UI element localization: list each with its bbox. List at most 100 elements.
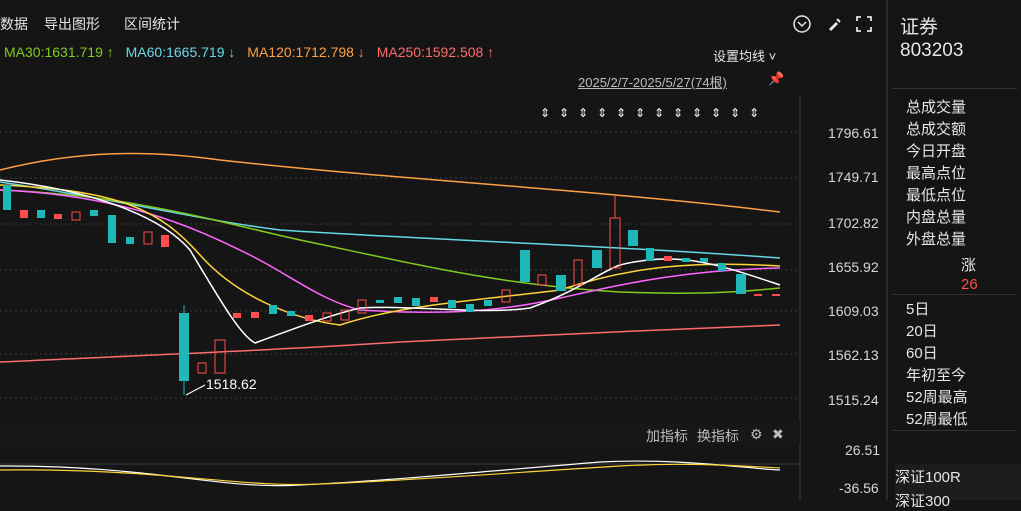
- ma30-label: MA30:1631.719 ↑: [4, 44, 114, 60]
- pin-icon[interactable]: 📌: [768, 71, 785, 86]
- export-chart-menu[interactable]: 导出图形: [44, 16, 100, 32]
- marker-icon: ⇕: [597, 106, 607, 120]
- open-label: 今日开盘: [906, 143, 967, 160]
- candle: [448, 300, 456, 308]
- security-code: 803203: [900, 40, 964, 61]
- range-stats-menu[interactable]: 区间统计: [124, 16, 180, 32]
- quote-sidebar: 证券 803203 总成交量 总成交额 今日开盘 最高点位 最低点位 内盘总量 …: [888, 0, 1021, 500]
- y-tick: 1655.92: [828, 259, 879, 275]
- indicator-bar: [0, 421, 800, 444]
- candles: [3, 185, 780, 395]
- candle: [592, 250, 602, 268]
- marker-icon: ⇕: [559, 106, 569, 120]
- candle: [3, 185, 11, 210]
- marker-icon: ⇕: [635, 106, 645, 120]
- price-chart: 1796.61 1749.71 1702.82 1655.92 1609.03 …: [0, 95, 880, 500]
- candle: [214, 339, 226, 374]
- security-title: 证券: [900, 17, 939, 38]
- candle: [143, 231, 153, 245]
- marker-icon: ⇕: [692, 106, 702, 120]
- candle: [287, 311, 295, 316]
- candle: [108, 215, 116, 243]
- marker-icon: ⇕: [540, 106, 550, 120]
- indicator-tick: -36.56: [839, 480, 879, 496]
- marker-icon: ⇕: [654, 106, 664, 120]
- period-60d: 60日: [906, 345, 938, 362]
- marker-icon: ⇕: [616, 106, 626, 120]
- marker-icon: ⇕: [711, 106, 721, 120]
- candle: [54, 214, 62, 219]
- total-volume-label: 总成交量: [906, 99, 967, 116]
- low-arrow: [185, 384, 206, 396]
- period-52w-low: 52周最低: [906, 411, 968, 428]
- candle: [251, 312, 259, 318]
- brush-icon: [829, 18, 841, 31]
- period-20d: 20日: [906, 323, 938, 340]
- candle: [718, 263, 726, 271]
- candle: [90, 210, 98, 216]
- candle: [71, 211, 81, 221]
- fullscreen-icon: [856, 16, 872, 32]
- high-label: 最高点位: [906, 165, 967, 182]
- candle: [628, 230, 638, 246]
- candle: [233, 313, 241, 318]
- ma-settings-button[interactable]: 设置均线 ˅: [713, 49, 777, 64]
- data-menu[interactable]: 数据: [0, 16, 28, 32]
- gear-icon[interactable]: ⚙: [750, 426, 763, 442]
- candle: [682, 258, 690, 262]
- low-label: 最低点位: [906, 187, 967, 204]
- date-range-label[interactable]: 2025/2/7-2025/5/27(74根): [578, 75, 727, 90]
- candle: [520, 250, 530, 282]
- candle: [430, 297, 438, 302]
- candle: [412, 298, 420, 306]
- dea-line: [0, 463, 781, 486]
- ma120-line: [0, 152, 781, 213]
- add-indicator-button[interactable]: 加指标: [646, 428, 688, 444]
- change-value: 26: [961, 276, 978, 293]
- candle: [37, 210, 45, 218]
- indicator-tick: 26.51: [845, 442, 880, 458]
- switch-indicator-button[interactable]: 换指标: [697, 428, 739, 444]
- candle: [537, 274, 547, 286]
- marker-row: ⇕ ⇕ ⇕ ⇕ ⇕ ⇕ ⇕ ⇕ ⇕ ⇕ ⇕ ⇕: [540, 106, 759, 120]
- candle: [269, 305, 277, 314]
- side-divider: [892, 294, 1017, 295]
- chevron-down-icon[interactable]: [792, 14, 812, 34]
- y-tick: 1562.13: [828, 347, 879, 363]
- index-item[interactable]: 深证300: [895, 493, 951, 510]
- ma10-line: [0, 189, 781, 313]
- candle: [501, 289, 511, 303]
- candle: [20, 210, 28, 218]
- period-52w-high: 52周最高: [906, 389, 968, 406]
- candle: [646, 248, 654, 261]
- ma60-line: [0, 181, 781, 259]
- inside-volume-label: 内盘总量: [906, 209, 967, 226]
- close-icon[interactable]: ✖: [772, 426, 784, 442]
- side-divider: [892, 430, 1017, 431]
- indicator-panel: [0, 460, 800, 487]
- ma30-line: [0, 189, 781, 294]
- candle: [305, 315, 313, 321]
- index-item[interactable]: 深证100R: [895, 469, 961, 486]
- period-5d: 5日: [906, 301, 930, 318]
- y-tick: 1609.03: [828, 303, 879, 319]
- candle: [357, 299, 367, 314]
- y-tick: 1796.61: [828, 125, 879, 141]
- candle: [376, 300, 384, 303]
- candle: [126, 237, 134, 244]
- candle: [609, 217, 621, 269]
- candle: [772, 294, 780, 296]
- candle: [466, 304, 474, 312]
- toolbar: 数据 导出图形 区间统计: [0, 0, 887, 48]
- candle: [754, 294, 762, 296]
- candle: [700, 258, 708, 262]
- candle: [161, 235, 169, 247]
- candle: [197, 362, 207, 374]
- candle: [573, 259, 583, 286]
- fullscreen-icon[interactable]: [854, 14, 874, 34]
- candle: [394, 297, 402, 303]
- brush-icon[interactable]: [824, 14, 844, 34]
- candle: [664, 256, 672, 261]
- candle: [484, 300, 492, 306]
- divider: [886, 0, 888, 500]
